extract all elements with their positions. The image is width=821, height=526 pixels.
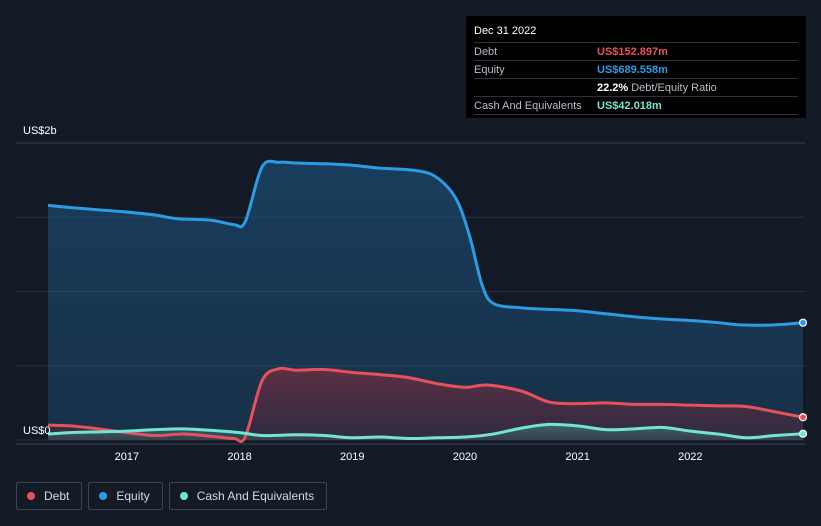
series-lines xyxy=(47,159,804,444)
y-axis-top-label: US$2b xyxy=(23,125,57,137)
legend-item-cash[interactable]: Cash And Equivalents xyxy=(168,482,328,510)
cash-line xyxy=(47,422,804,441)
tooltip-cash-value: US$42.018m xyxy=(597,100,662,112)
x-tick-label: 2022 xyxy=(678,451,703,463)
debt-end-point[interactable] xyxy=(798,413,808,422)
series-endpoints xyxy=(798,318,808,438)
debt-line xyxy=(47,366,804,444)
tooltip-equity-label: Equity xyxy=(474,64,505,76)
tooltip-debt-label: Debt xyxy=(474,46,498,58)
legend-cash-label: Cash And Equivalents xyxy=(196,489,315,503)
debt-area xyxy=(48,368,803,442)
tooltip-debt-value: US$152.897m xyxy=(597,46,668,58)
legend-equity-dot-icon xyxy=(99,492,108,500)
legend-debt-label: Debt xyxy=(44,489,70,503)
legend-equity-label: Equity xyxy=(116,489,150,503)
x-tick-label: 2018 xyxy=(227,451,252,463)
y-axis-bottom-label: US$0 xyxy=(23,425,51,437)
tooltip-row-equity: Equity US$689.558m xyxy=(474,60,798,78)
legend-item-debt[interactable]: Debt xyxy=(16,482,83,510)
equity-line xyxy=(47,159,804,327)
legend-cash-dot-icon xyxy=(179,492,188,500)
tooltip-equity-value: US$689.558m xyxy=(597,64,668,76)
tooltip-row-ratio: 22.2% Debt/Equity Ratio xyxy=(474,78,798,96)
x-tick-label: 2020 xyxy=(452,451,478,463)
legend-debt-dot-icon xyxy=(27,492,35,500)
equity-end-point[interactable] xyxy=(798,318,808,327)
tooltip-ratio-value: 22.2% xyxy=(597,82,629,94)
x-tick-label: 2021 xyxy=(565,451,590,463)
cash-end-point[interactable] xyxy=(798,429,808,438)
data-tooltip: Dec 31 2022 Debt US$152.897m Equity US$6… xyxy=(466,16,806,118)
tooltip-date: Dec 31 2022 xyxy=(474,25,537,37)
equity-area xyxy=(48,161,803,440)
tooltip-row-debt: Debt US$152.897m xyxy=(474,42,798,60)
x-tick-label: 2017 xyxy=(114,451,140,463)
legend-item-equity[interactable]: Equity xyxy=(88,482,163,510)
tooltip-row-cash: Cash And Equivalents US$42.018m xyxy=(474,96,798,115)
series-areas xyxy=(48,161,803,442)
tooltip-cash-label: Cash And Equivalents xyxy=(474,100,582,112)
chart-legend: Debt Equity Cash And Equivalents xyxy=(16,482,328,510)
tooltip-ratio-label: Debt/Equity Ratio xyxy=(631,82,717,94)
cash-area xyxy=(48,424,803,440)
x-tick-label: 2019 xyxy=(340,451,365,463)
